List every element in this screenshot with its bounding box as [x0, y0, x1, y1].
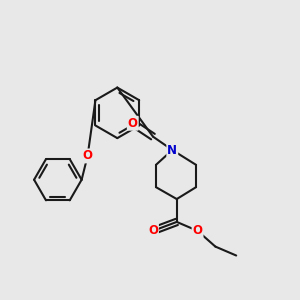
Text: O: O — [82, 149, 93, 162]
Text: N: N — [167, 143, 177, 157]
Text: O: O — [148, 224, 158, 237]
Text: O: O — [128, 117, 138, 130]
Text: O: O — [193, 224, 202, 237]
